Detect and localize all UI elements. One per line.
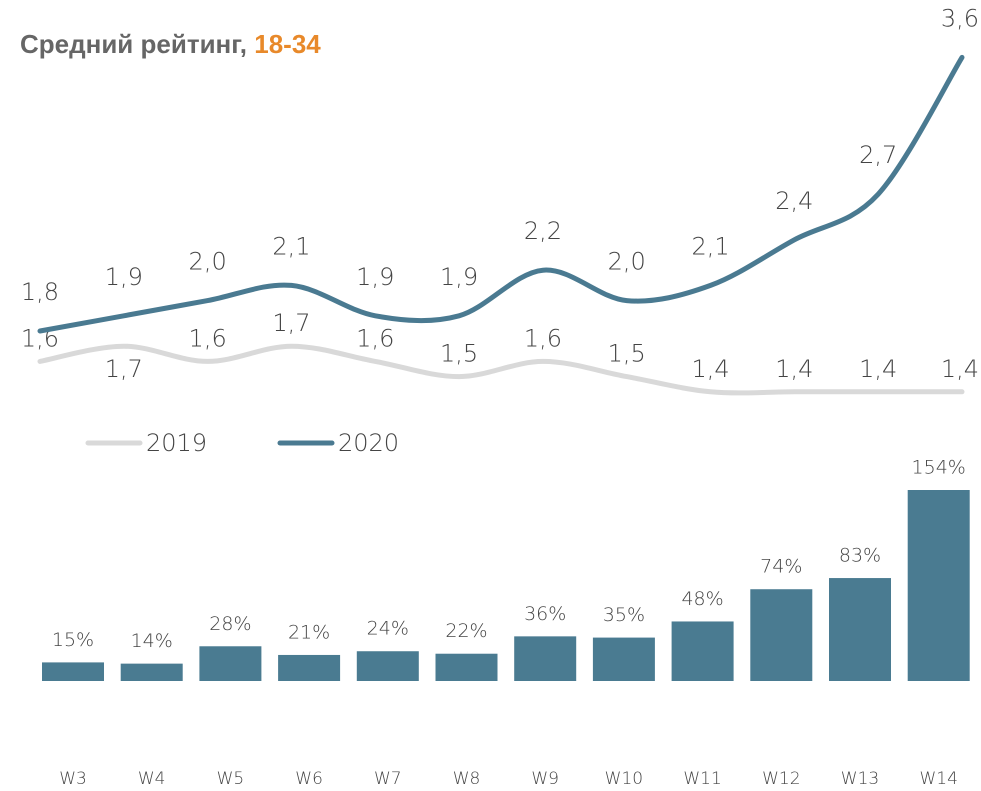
- bar: [514, 636, 577, 681]
- x-tick-label: W9: [531, 769, 559, 789]
- data-label: 2,4: [775, 187, 813, 215]
- data-label: 1,5: [608, 340, 646, 368]
- x-tick-label: W11: [683, 769, 721, 789]
- data-label: 1,9: [105, 263, 143, 291]
- data-label: 14%: [131, 630, 173, 652]
- data-label: 1,4: [859, 355, 897, 383]
- x-tick-label: W4: [138, 769, 166, 789]
- x-tick-label: W6: [295, 769, 323, 789]
- chart-title: Средний рейтинг, 18-34: [20, 29, 321, 59]
- data-label: 22%: [445, 620, 487, 642]
- data-label: 1,7: [272, 309, 310, 337]
- data-label: 15%: [52, 629, 94, 651]
- line: [37, 54, 965, 334]
- data-label: 74%: [760, 556, 802, 578]
- x-tick-label: W8: [453, 769, 481, 789]
- x-tick-label: W13: [841, 769, 879, 789]
- bar: [671, 621, 734, 681]
- data-label: 1,6: [524, 324, 562, 352]
- data-label: 35%: [603, 604, 645, 626]
- bar: [120, 663, 183, 681]
- bar: [592, 637, 655, 681]
- data-label: 1,8: [21, 278, 59, 306]
- bar: [829, 578, 891, 681]
- legend-label: 2020: [338, 429, 399, 457]
- bar: [356, 651, 419, 681]
- data-label: 83%: [839, 545, 881, 567]
- data-label: 1,9: [440, 263, 478, 291]
- data-label: 1,4: [941, 355, 979, 383]
- data-label: 2,1: [691, 232, 729, 260]
- data-label: 2,0: [608, 248, 646, 276]
- data-label: 1,5: [440, 340, 478, 368]
- data-label: 2,0: [189, 248, 227, 276]
- data-label: 24%: [367, 618, 409, 640]
- line: [37, 343, 965, 396]
- data-label: 36%: [524, 603, 566, 625]
- data-label: 1,4: [691, 355, 729, 383]
- data-label: 1,4: [775, 355, 813, 383]
- x-tick-label: W7: [374, 769, 402, 789]
- data-label: 1,6: [356, 324, 394, 352]
- data-label: 1,7: [105, 355, 143, 383]
- data-label: 1,9: [356, 263, 394, 291]
- bar: [42, 662, 104, 681]
- title-accent: 18-34: [254, 29, 321, 59]
- data-label: 1,6: [189, 324, 227, 352]
- data-label: 2,1: [272, 232, 310, 260]
- legend-label: 2019: [146, 429, 207, 457]
- x-tick-label: W10: [605, 769, 643, 789]
- x-tick-label: W3: [59, 769, 87, 789]
- bar: [435, 653, 498, 681]
- bar: [750, 589, 813, 681]
- data-label: 21%: [288, 621, 330, 643]
- bar: [199, 646, 262, 681]
- x-tick-label: W14: [919, 769, 957, 789]
- data-label: 2,2: [524, 217, 562, 245]
- bar: [907, 490, 970, 681]
- bar: [278, 654, 341, 681]
- data-label: 28%: [209, 613, 251, 635]
- data-label: 3,6: [941, 4, 979, 32]
- data-label: 48%: [681, 588, 723, 610]
- x-tick-label: W12: [762, 769, 800, 789]
- title-text: Средний рейтинг,: [20, 29, 247, 59]
- data-label: 2,7: [859, 141, 897, 169]
- data-label: 154%: [912, 457, 966, 479]
- x-tick-label: W5: [217, 769, 245, 789]
